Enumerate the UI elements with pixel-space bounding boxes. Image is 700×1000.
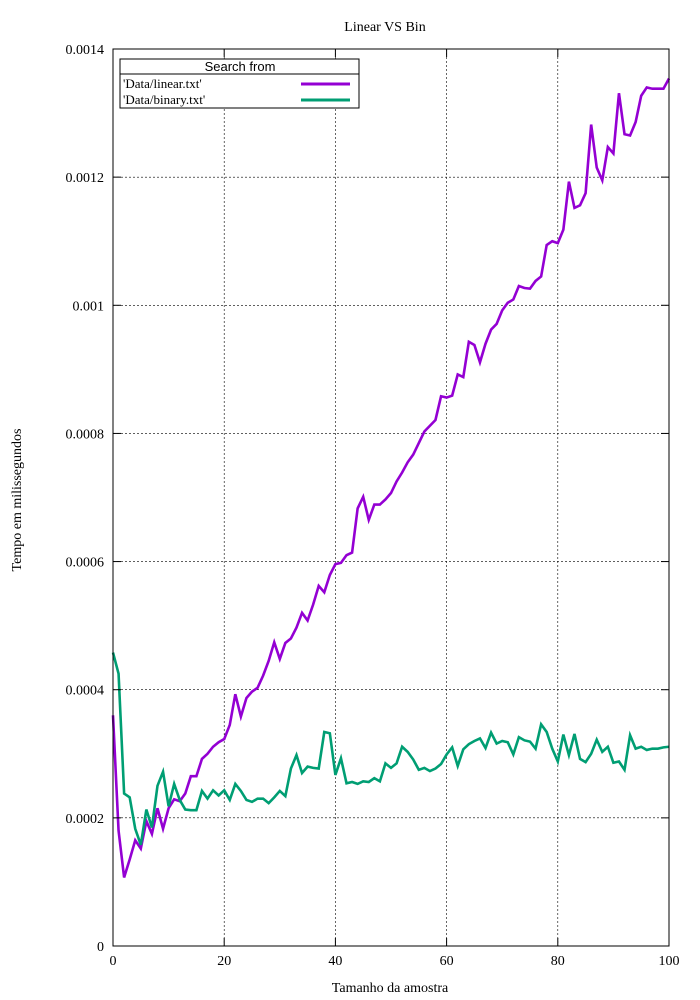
chart-title: Linear VS Bin (344, 20, 425, 35)
y-tick-label-1: 0.0002 (66, 812, 105, 827)
tick-marks (112, 48, 670, 947)
plot-border (112, 48, 670, 947)
x-tick-label-5: 100 (659, 954, 680, 969)
y-tick-label-6: 0.0012 (66, 171, 105, 186)
legend-label-linear: 'Data/linear.txt' (123, 76, 202, 91)
y-axis-label: Tempo em milissegundos (10, 429, 25, 572)
y-tick-label-7: 0.0014 (66, 43, 105, 58)
grid-lines (113, 49, 669, 946)
legend-title: Search from (205, 59, 276, 74)
y-tick-label-3: 0.0006 (66, 556, 105, 571)
y-tick-label-5: 0.001 (73, 299, 105, 314)
x-tick-label-4: 80 (551, 954, 565, 969)
x-tick-label-2: 40 (328, 954, 342, 969)
x-tick-label-1: 20 (217, 954, 231, 969)
x-tick-label-0: 0 (110, 954, 117, 969)
y-tick-label-4: 0.0008 (66, 427, 105, 442)
series-line-binary (111, 652, 670, 846)
x-axis-label: Tamanho da amostra (332, 981, 449, 996)
tick-labels: 0 20 40 60 80 100 0 0.0002 0.0004 0.0006 0.0008 0.0… (66, 43, 680, 969)
y-tick-label-0: 0 (97, 940, 104, 955)
series-layer (111, 77, 671, 878)
x-tick-label-3: 60 (440, 954, 454, 969)
series-line-linear (111, 77, 671, 878)
legend-label-binary: 'Data/binary.txt' (123, 92, 205, 107)
legend: Search from 'Data/linear.txt' 'Data/bina… (119, 58, 360, 109)
y-tick-label-2: 0.0004 (66, 684, 105, 699)
